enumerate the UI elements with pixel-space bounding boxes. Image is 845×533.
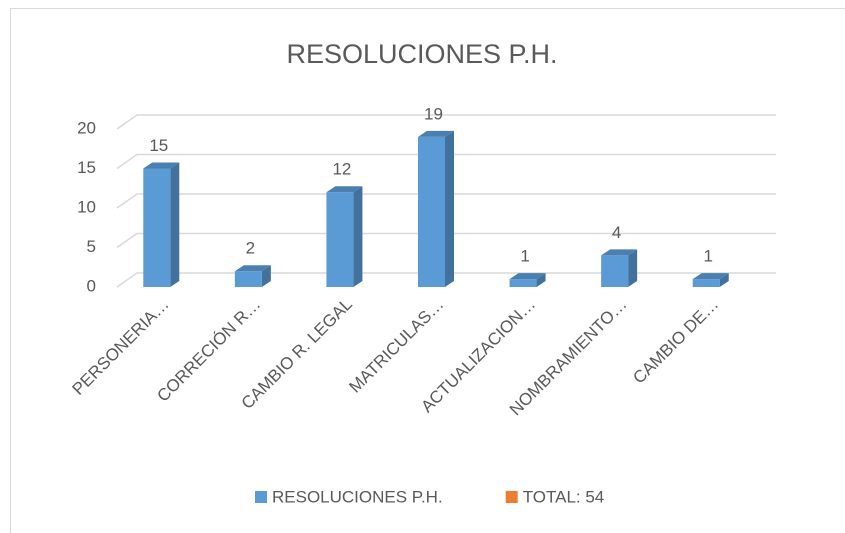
bar <box>509 273 546 287</box>
grid-line <box>116 153 776 170</box>
bar-side <box>628 249 638 287</box>
bar <box>418 130 454 287</box>
bar-front <box>143 168 171 287</box>
legend-swatch <box>255 491 267 503</box>
legend-label: RESOLUCIONES P.H. <box>272 487 443 506</box>
bar-side <box>170 162 180 287</box>
bar-front <box>692 279 720 287</box>
bar-front <box>418 136 445 287</box>
bar-side <box>353 186 363 287</box>
legend-label: TOTAL: 54 <box>523 487 605 506</box>
bar-top <box>692 273 729 280</box>
bar-top <box>418 130 454 137</box>
bar-top <box>234 265 271 272</box>
y-tick-label: 5 <box>87 237 96 256</box>
bar-top <box>326 186 363 193</box>
grid-line <box>116 114 776 130</box>
data-label: 15 <box>149 136 168 155</box>
y-tick-label: 0 <box>87 276 96 295</box>
bar <box>234 265 271 287</box>
bar <box>143 162 180 287</box>
data-label: 4 <box>612 223 621 242</box>
bar-side <box>536 273 546 287</box>
x-tick-label: CAMBIO DE… <box>629 295 722 388</box>
grid-line <box>116 193 776 209</box>
bar-top <box>143 162 180 169</box>
bar <box>326 186 363 287</box>
y-tick-label: 20 <box>77 118 96 137</box>
legend-swatch <box>505 491 518 503</box>
data-label: 19 <box>424 104 443 123</box>
bar-front <box>509 279 537 287</box>
bar-front <box>601 255 629 287</box>
data-label: 2 <box>246 239 255 258</box>
grid-line <box>116 232 776 249</box>
grid-line <box>116 272 776 288</box>
data-label: 12 <box>332 160 351 179</box>
chart-frame <box>10 8 845 533</box>
data-label: 1 <box>703 247 712 266</box>
x-tick-label: MATRICULAS… <box>345 295 447 397</box>
y-tick-label: 10 <box>77 197 96 216</box>
bar-top <box>601 249 638 256</box>
bar-front <box>326 192 354 287</box>
chart-title: RESOLUCIONES P.H. <box>286 39 557 69</box>
bar-side <box>261 265 271 287</box>
bar-top <box>509 273 546 280</box>
y-tick-label: 15 <box>77 158 96 177</box>
data-label: 1 <box>520 247 529 266</box>
bar-side <box>719 273 729 287</box>
bar-front <box>234 271 262 287</box>
x-tick-label: PERSONERIA… <box>68 295 172 399</box>
bar-side <box>445 130 454 287</box>
bar <box>601 249 638 287</box>
bar <box>692 273 729 287</box>
